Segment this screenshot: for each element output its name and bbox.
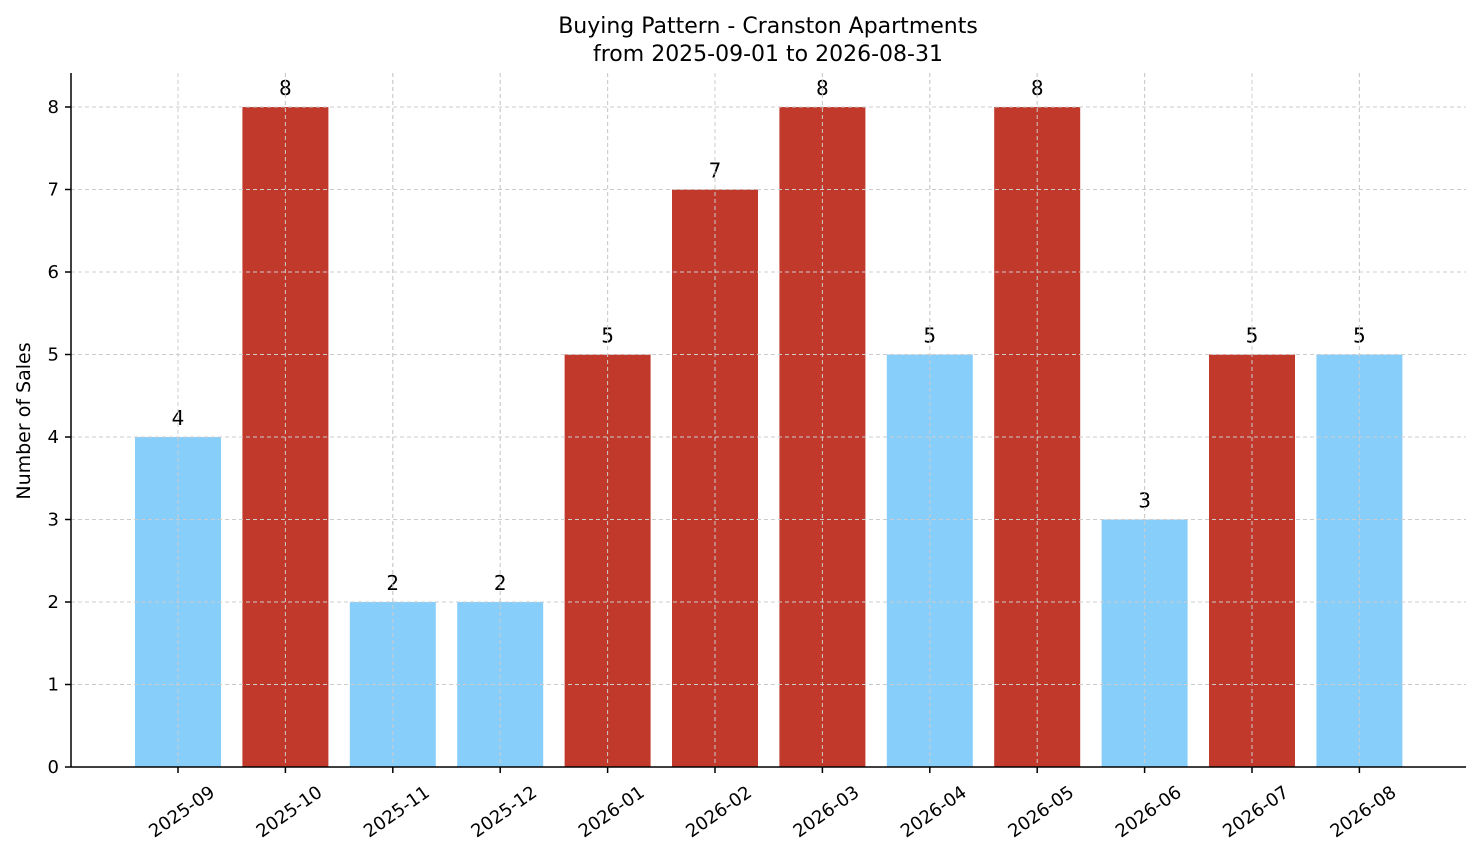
y-tick-label: 0	[48, 757, 59, 778]
x-tick-label: 2025-11	[360, 782, 434, 842]
y-tick-label: 5	[48, 345, 59, 366]
y-tick-label: 4	[48, 427, 59, 448]
x-tick-label: 2026-02	[682, 782, 756, 842]
chart-subtitle: from 2025-09-01 to 2026-08-31	[593, 42, 943, 67]
x-tick-label: 2026-08	[1327, 782, 1401, 842]
chart-title: Buying Pattern - Cranston Apartments	[558, 14, 978, 39]
x-tick-label: 2026-05	[1004, 782, 1078, 842]
bar-value-label: 2	[494, 571, 507, 595]
y-axis-label: Number of Sales	[13, 342, 35, 499]
x-tick-label: 2026-03	[790, 782, 864, 842]
bar-value-label: 7	[709, 159, 722, 183]
y-tick-label: 6	[48, 262, 59, 283]
x-tick-label: 2026-07	[1219, 782, 1293, 842]
y-tick-label: 3	[48, 510, 59, 531]
y-tick-label: 8	[48, 97, 59, 118]
x-tick-label: 2026-04	[897, 782, 971, 842]
x-tick-label: 2025-10	[253, 782, 327, 842]
x-tick-label: 2025-09	[145, 782, 219, 842]
x-tick-label: 2025-12	[467, 782, 541, 842]
y-tick-label: 1	[48, 675, 59, 696]
y-tick-label: 7	[48, 180, 59, 201]
x-tick-label: 2026-06	[1112, 782, 1186, 842]
bar-value-label: 2	[386, 571, 399, 595]
y-tick-label: 2	[48, 592, 59, 613]
x-tick-label: 2026-01	[575, 782, 649, 842]
